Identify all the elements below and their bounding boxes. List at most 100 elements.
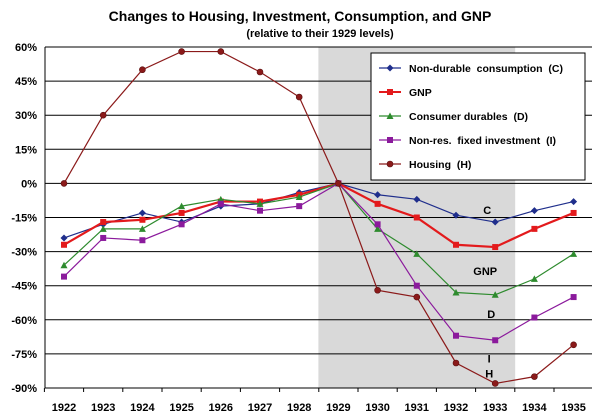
legend-swatch-marker	[387, 89, 393, 95]
data-point	[531, 314, 538, 321]
series-line	[63, 182, 575, 249]
y-tick-label: 60%	[15, 42, 37, 54]
data-point	[570, 250, 578, 257]
data-point	[491, 218, 499, 226]
y-tick-label: -75%	[11, 349, 37, 361]
series-4	[60, 48, 577, 387]
series-3	[61, 180, 577, 344]
data-point	[530, 275, 538, 282]
x-tick-label: 1932	[444, 402, 468, 414]
y-tick-label: 15%	[15, 144, 37, 156]
x-tick-label: 1927	[248, 402, 272, 414]
data-point	[452, 211, 460, 219]
data-point	[374, 191, 382, 199]
data-point	[531, 225, 538, 232]
y-tick-label: 0%	[21, 178, 37, 190]
data-point	[60, 234, 68, 242]
y-tick-label: -90%	[11, 383, 37, 395]
y-tick-label: 30%	[15, 110, 37, 122]
legend: Non-durable consumption (C) GNP Consumer d…	[370, 52, 586, 181]
x-tick-label: 1934	[522, 402, 547, 414]
data-point	[374, 200, 381, 207]
data-point	[531, 373, 538, 380]
data-point	[138, 209, 146, 217]
x-tick-label: 1922	[52, 402, 76, 414]
series-end-label: GNP	[473, 266, 497, 278]
series-layer	[60, 48, 578, 387]
data-point	[492, 337, 499, 344]
data-point	[413, 250, 421, 257]
chart-title: Changes to Housing, Investment, Consumpt…	[109, 8, 492, 24]
legend-swatch-marker	[386, 64, 394, 72]
legend-swatch-marker	[387, 137, 393, 143]
data-point	[413, 293, 421, 301]
x-tick-label: 1928	[287, 402, 311, 414]
legend-item: Non-durable consumption (C)	[379, 63, 563, 75]
data-point	[138, 225, 146, 232]
legend-label: Non-res. fixed investment (I)	[409, 135, 556, 147]
data-point	[99, 225, 107, 232]
legend-item: Housing (H)	[379, 159, 471, 171]
data-point	[61, 241, 67, 248]
data-point	[217, 200, 224, 207]
axes: 60% 45% 30% 15% 0% -15% -30% -45% -60% -75% -90% 19…	[11, 42, 592, 414]
data-point	[570, 198, 578, 206]
series-end-label: I	[488, 353, 491, 365]
data-point	[453, 241, 459, 248]
data-point	[295, 93, 303, 101]
data-point	[452, 289, 460, 296]
data-point	[256, 200, 264, 207]
x-tick-label: 1925	[169, 402, 193, 414]
data-point	[178, 202, 186, 210]
data-point	[570, 341, 577, 349]
data-point	[217, 48, 225, 55]
data-point	[492, 244, 499, 251]
series-2	[60, 179, 578, 298]
data-point	[257, 207, 263, 214]
data-point	[295, 193, 303, 201]
data-point	[413, 195, 421, 203]
y-tick-label: 45%	[15, 76, 37, 88]
x-tick-label: 1923	[91, 402, 115, 414]
legend-label: Consumer durables (D)	[409, 111, 528, 123]
legend-item: Non-res. fixed investment (I)	[379, 135, 556, 147]
data-point	[491, 291, 499, 298]
data-point	[178, 209, 185, 216]
legend-item: GNP	[379, 87, 432, 99]
x-tick-label: 1930	[365, 402, 389, 414]
series-line	[63, 50, 574, 385]
legend-item: Consumer durables (D)	[379, 111, 528, 123]
x-tick-label: 1935	[561, 402, 585, 414]
x-tick-label: 1929	[326, 402, 350, 414]
data-point	[139, 216, 146, 223]
series-line	[63, 182, 574, 341]
data-point	[374, 225, 382, 232]
legend-swatch-marker	[386, 112, 394, 119]
data-point	[335, 180, 342, 187]
y-tick-label: -15%	[11, 213, 37, 225]
data-point	[374, 221, 381, 228]
data-point	[570, 294, 577, 301]
legend-swatch-marker	[386, 160, 394, 168]
data-point	[61, 273, 67, 280]
data-point	[452, 359, 460, 367]
series-end-label: C	[483, 205, 491, 217]
data-point	[491, 380, 499, 387]
legend-label: Housing (H)	[409, 159, 471, 171]
data-point	[60, 180, 68, 187]
data-point	[296, 203, 303, 210]
data-point	[570, 209, 577, 216]
data-point	[99, 111, 107, 119]
chart-subtitle: (relative to their 1929 levels)	[246, 28, 394, 40]
y-tick-label: -45%	[11, 281, 37, 293]
legend-label: GNP	[409, 87, 432, 99]
data-point	[100, 234, 107, 241]
x-tick-label: 1924	[130, 402, 155, 414]
data-point	[413, 214, 420, 221]
data-point	[374, 286, 381, 294]
data-point	[139, 237, 146, 244]
data-point	[530, 207, 538, 215]
legend-label: Non-durable consumption (C)	[409, 63, 563, 75]
data-point	[100, 219, 107, 226]
